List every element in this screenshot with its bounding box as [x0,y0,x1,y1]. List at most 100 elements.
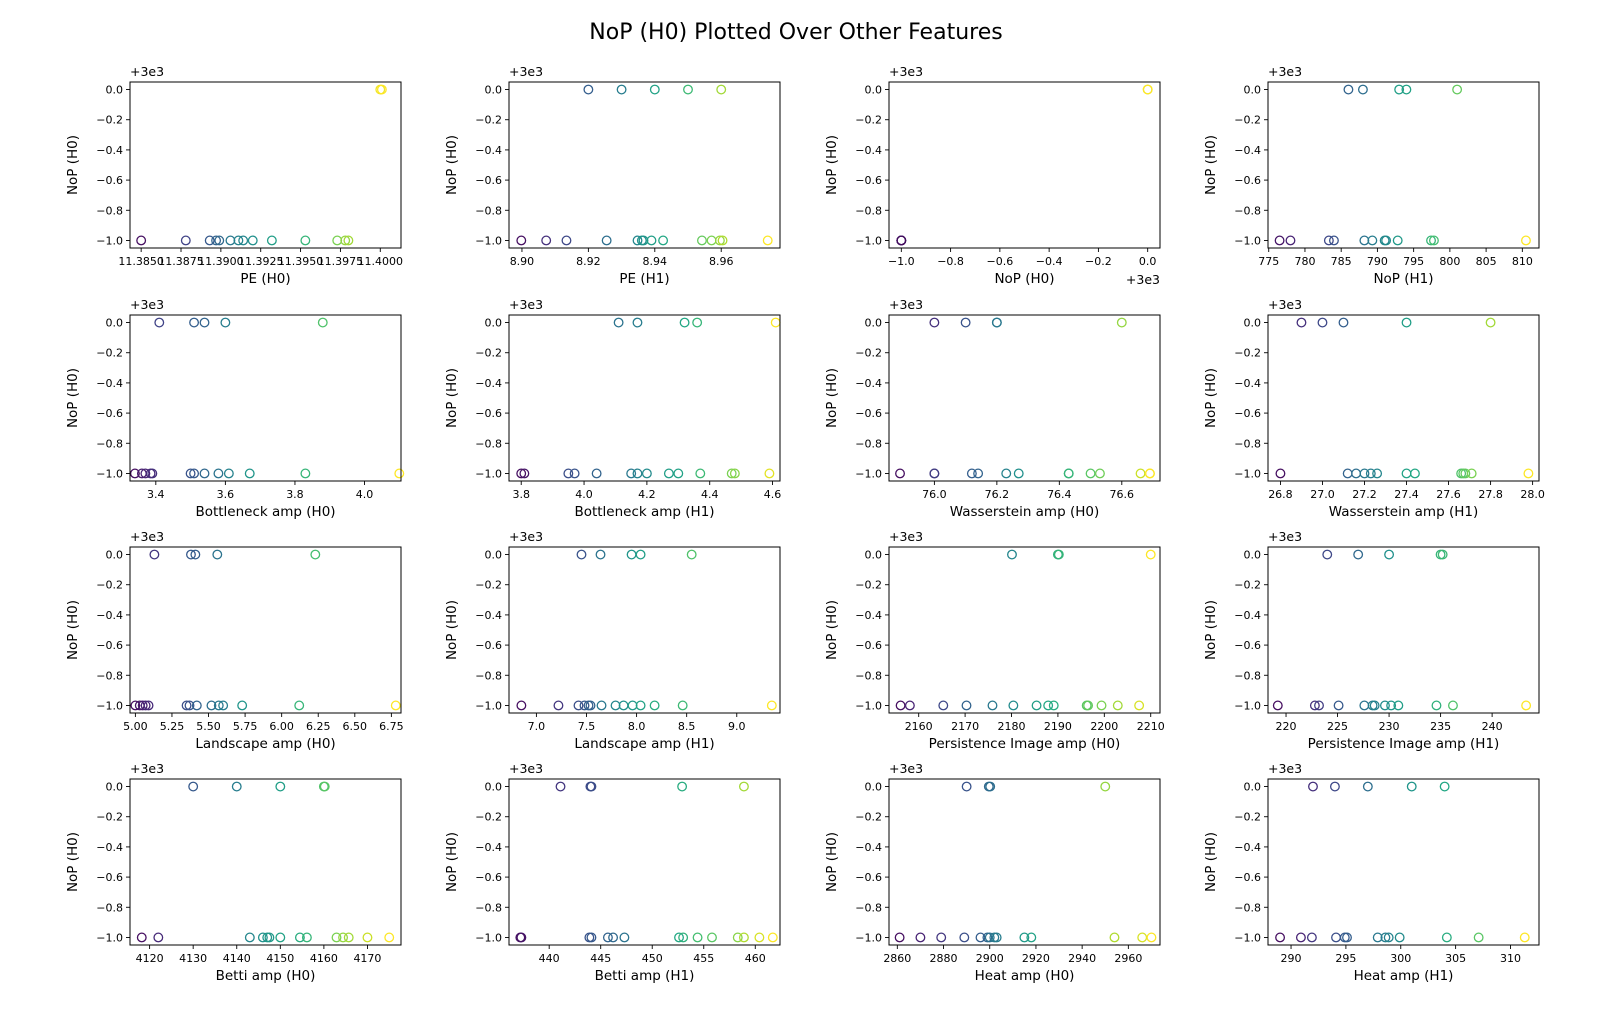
data-point [1521,700,1532,711]
x-tick-label: 460 [745,952,766,965]
data-point [237,700,248,711]
y-offset-label: +3e3 [889,64,923,79]
y-offset-label: +3e3 [1268,64,1302,79]
y-axis-label: NoP (H0) [444,832,460,892]
data-point [300,468,311,479]
x-tick-label: 4.4 [701,488,719,501]
x-tick-label: 11.3950 [278,255,324,268]
x-tick-label: 4120 [136,952,164,965]
data-point [613,317,624,328]
data-point [991,317,1002,328]
data-point [591,468,602,479]
data-point [149,549,160,560]
data-point [213,700,224,711]
data-point [211,235,222,246]
data-point [1142,84,1153,95]
x-offset-label: +3e3 [1126,272,1160,287]
data-point [583,84,594,95]
y-tick-label: −0.4 [475,841,502,854]
x-tick-label: 4.0 [575,488,593,501]
data-point [717,235,728,246]
data-point [1383,932,1394,943]
data-point [1353,549,1364,560]
data-point [181,700,192,711]
data-point [188,781,199,792]
data-point [1135,468,1146,479]
x-tick-label: 310 [1500,952,1521,965]
data-point [1026,932,1037,943]
x-axis-label: Bottleneck amp (H0) [195,504,335,520]
data-point [137,700,148,711]
data-point [586,932,597,943]
data-point [130,700,141,711]
plot-area [1268,779,1539,945]
data-point [1439,781,1450,792]
plot-area [1268,315,1539,481]
x-tick-label: 76.4 [1047,488,1072,501]
x-tick-label: 2160 [905,720,933,733]
data-point [1063,468,1074,479]
subplot-landscape-amp-h1: −1.0 −0.8 −0.6 −0.4 −0.2 0.0 7.0 7.5 8.0 8.5 9.0 +3… [444,529,781,752]
data-point [516,468,527,479]
data-point [1314,700,1324,711]
y-tick-label: −0.4 [1234,144,1261,157]
y-offset-label: +3e3 [1268,297,1302,312]
data-point [1100,781,1111,792]
data-point [186,549,196,560]
plot-area [130,315,401,481]
x-tick-label: 4.2 [638,488,656,501]
data-point [1328,235,1339,246]
data-point [212,549,223,560]
x-tick-label: 2200 [1090,720,1118,733]
plot-area [509,547,780,713]
data-point [692,932,703,943]
data-point [338,932,349,943]
data-point [1013,468,1024,479]
data-point [516,235,527,246]
data-point [343,932,354,943]
data-point [1094,468,1105,479]
plot-area [130,82,401,248]
axes-frame [1267,314,1540,482]
y-offset-label: +3e3 [889,297,923,312]
x-tick-label: 8.96 [709,255,734,268]
data-point [519,468,530,479]
subplot-heat-amp-h0: −1.0 −0.8 −0.6 −0.4 −0.2 0.0 2860 2880 2900 2920 2… [824,761,1161,984]
data-point [764,468,775,479]
data-point [140,700,151,711]
data-point [1380,700,1390,711]
data-point [1359,468,1370,479]
data-point [244,932,255,943]
x-tick-label: 27.4 [1394,488,1419,501]
y-tick-label: −0.2 [855,347,882,360]
y-tick-label: −0.8 [1234,669,1261,682]
subplot-pe-h1: −1.0 −0.8 −0.6 −0.4 −0.2 0.0 8.90 8.92 8.94 8.96 +… [444,64,781,287]
data-point [191,700,202,711]
data-point [697,235,707,246]
y-axis-label: NoP (H0) [824,832,840,892]
x-tick-label: 26.8 [1268,488,1293,501]
x-tick-label: 6.00 [269,720,294,733]
axes-frame [508,314,781,482]
plot-area [509,315,780,481]
data-point [233,235,244,246]
x-tick-label: 11.3875 [158,255,204,268]
x-tick-label: 235 [1430,720,1451,733]
axes-frame [508,778,781,946]
x-tick-label: 8.5 [678,720,696,733]
y-tick-label: −1.0 [855,931,882,944]
data-point [136,932,147,943]
x-tick-label: 6.75 [379,720,404,733]
data-point [1306,932,1317,943]
data-point [626,468,637,479]
data-point [732,932,743,943]
y-tick-label: 0.0 [106,781,124,794]
subplot-betti-amp-h0: −1.0 −0.8 −0.6 −0.4 −0.2 0.0 4120 4130 4140 4150 4… [65,761,402,984]
data-point [275,781,286,792]
data-point [1426,235,1436,246]
data-point [729,468,740,479]
y-tick-label: 0.0 [106,317,124,330]
data-point [384,932,395,943]
plot-area [130,547,401,713]
